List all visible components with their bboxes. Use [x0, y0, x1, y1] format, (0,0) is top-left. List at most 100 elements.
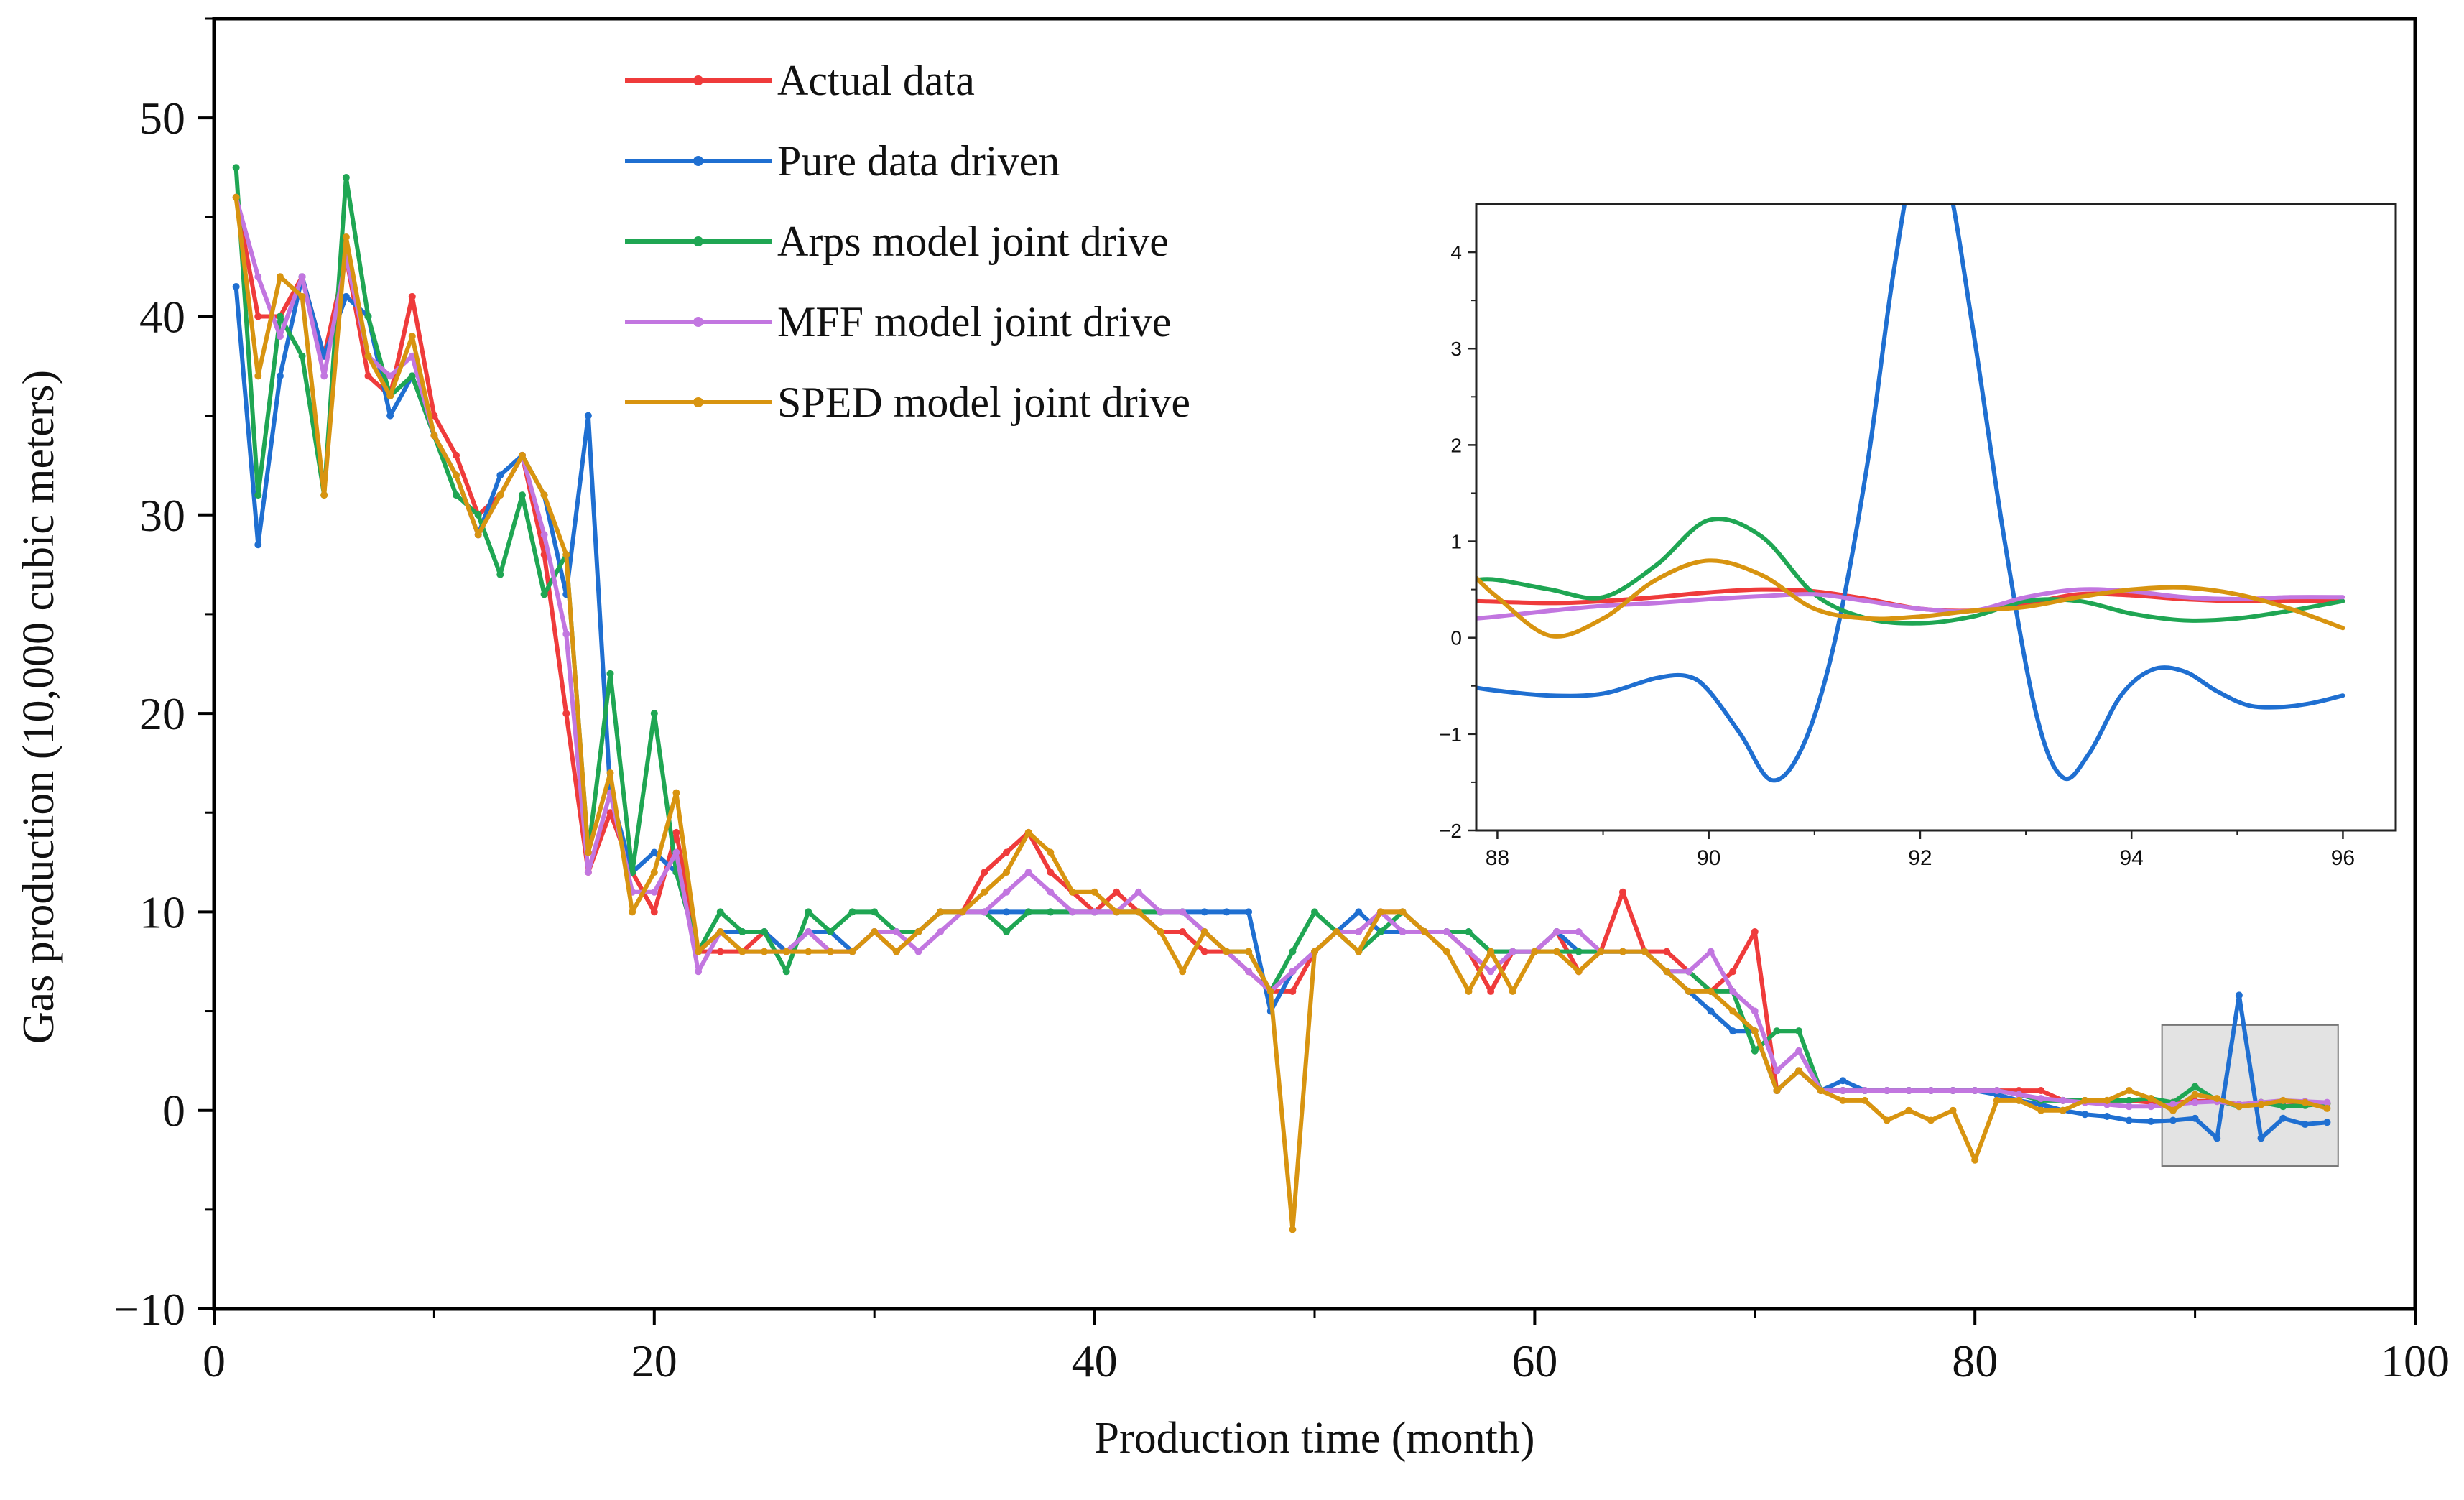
inset-line-sped-model-joint-drive: [1476, 558, 2345, 639]
data-point: [782, 968, 790, 976]
data-point: [2279, 1103, 2287, 1111]
data-point: [672, 828, 680, 836]
legend-marker: [693, 397, 703, 407]
zoom-highlight-box: [2161, 1024, 2339, 1167]
data-point: [1971, 1087, 1979, 1095]
data-point: [914, 948, 922, 955]
data-point: [1003, 888, 1011, 896]
data-point: [298, 292, 306, 300]
data-point: [2279, 1114, 2287, 1122]
inset-y-tick-label: −2: [1439, 820, 1462, 842]
data-point: [2037, 1095, 2045, 1103]
data-point: [672, 789, 680, 797]
data-point: [496, 471, 504, 479]
data-point: [1003, 848, 1011, 856]
inset-lines: [1476, 204, 2345, 783]
data-point: [342, 233, 350, 241]
data-point: [672, 848, 680, 856]
data-point: [716, 928, 724, 936]
data-point: [892, 948, 900, 955]
data-point: [1421, 928, 1429, 936]
data-point: [805, 948, 812, 955]
data-point: [1971, 1156, 1979, 1164]
inset-plot-frame: [1475, 203, 2397, 832]
data-point: [562, 710, 570, 718]
data-point: [298, 273, 306, 281]
data-point: [2301, 1098, 2309, 1106]
legend-label: Pure data driven: [777, 137, 1060, 185]
data-point: [2103, 1112, 2111, 1120]
data-point: [1773, 1087, 1781, 1095]
x-tick-label: 40: [1072, 1335, 1118, 1386]
data-point: [782, 948, 790, 955]
data-point: [1157, 928, 1164, 936]
data-point: [562, 551, 570, 559]
data-point: [474, 531, 482, 539]
y-tick-label: 50: [139, 93, 185, 144]
data-point: [540, 531, 548, 539]
data-point: [1047, 869, 1055, 876]
data-point: [1927, 1116, 1935, 1124]
data-point: [364, 372, 372, 380]
data-point: [1618, 948, 1626, 955]
legend: Actual data Pure data driven Arps model jo…: [625, 57, 1190, 426]
legend-item-actual-data: Actual data: [625, 57, 975, 104]
inset-y-tick-label: −1: [1439, 723, 1462, 746]
data-point: [1509, 987, 1516, 995]
x-tick-label: 100: [2381, 1335, 2450, 1386]
data-point: [1707, 987, 1715, 995]
data-point: [2147, 1103, 2155, 1111]
data-point: [1157, 908, 1164, 916]
data-point: [958, 908, 966, 916]
data-point: [2081, 1111, 2089, 1119]
data-point: [2125, 1116, 2133, 1124]
data-point: [1113, 908, 1121, 916]
inset-background: [1476, 204, 2396, 830]
data-point: [1839, 1077, 1847, 1085]
data-point: [805, 928, 812, 936]
data-point: [716, 948, 724, 955]
data-point: [1399, 928, 1407, 936]
data-point: [1047, 888, 1055, 896]
data-point: [2103, 1096, 2111, 1104]
data-point: [386, 392, 394, 399]
data-point: [2257, 1134, 2265, 1142]
data-point: [1531, 948, 1539, 955]
data-point: [2323, 1104, 2331, 1112]
data-point: [981, 908, 988, 916]
data-point: [584, 412, 592, 420]
data-point: [320, 491, 328, 499]
data-point: [408, 352, 416, 360]
data-point: [2235, 1103, 2243, 1111]
data-point: [1245, 968, 1253, 976]
data-point: [1663, 948, 1671, 955]
data-point: [1553, 928, 1561, 936]
data-point: [2213, 1095, 2221, 1103]
data-point: [937, 928, 945, 936]
data-point: [695, 948, 703, 955]
data-point: [1861, 1096, 1868, 1104]
legend-item-arps-model-joint-drive: Arps model joint drive: [625, 218, 1169, 265]
data-point: [981, 888, 988, 896]
data-point: [2037, 1106, 2045, 1114]
data-point: [2169, 1106, 2177, 1114]
data-point: [1311, 948, 1318, 955]
data-point: [2213, 1134, 2221, 1142]
data-point: [981, 869, 988, 876]
inset-y-tick-label: 4: [1450, 241, 1462, 264]
data-point: [320, 372, 328, 380]
data-point: [254, 541, 262, 549]
data-point: [496, 570, 504, 578]
main-x-axis: 0 20 40 60 80 100: [203, 1309, 2450, 1386]
data-point: [453, 471, 460, 479]
data-point: [1641, 948, 1649, 955]
inset-y-tick-label: 3: [1450, 338, 1462, 360]
data-point: [1575, 948, 1583, 955]
inset-plot: 88 90 92 94 96 −2 −1 0 1 2 3 4: [1439, 203, 2397, 870]
x-tick-label: 20: [631, 1335, 677, 1386]
data-point: [650, 848, 658, 856]
data-point: [453, 451, 460, 459]
data-point: [408, 372, 416, 380]
data-point: [2059, 1096, 2067, 1104]
data-point: [716, 908, 724, 916]
